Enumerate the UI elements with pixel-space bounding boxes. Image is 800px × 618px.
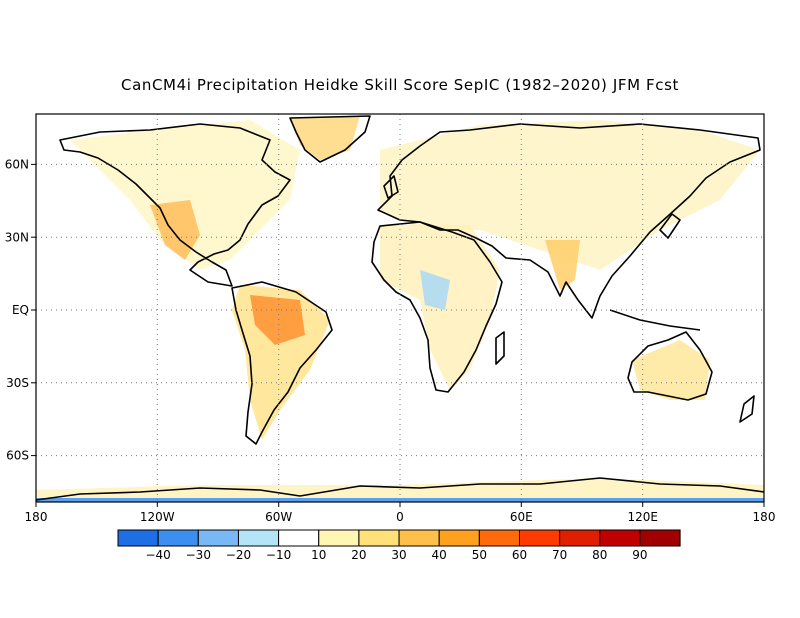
colorbar-swatch <box>398 529 440 547</box>
lat-tick-label: EQ <box>12 303 29 317</box>
lat-tick-label: 30N <box>5 230 29 244</box>
skill-patch-greenland <box>290 116 360 160</box>
skill-patch-amazon <box>250 295 305 345</box>
skill-patch-north-america <box>70 120 300 270</box>
lat-tick-label: 30S <box>6 376 29 390</box>
coastline-antarctica <box>36 477 764 501</box>
colorbar-label: 20 <box>351 548 366 562</box>
map-title: CanCM4i Precipitation Heidke Skill Score… <box>121 76 679 94</box>
coastline-eurasia <box>377 123 761 319</box>
coastline-greenland <box>289 115 371 163</box>
lat-tick-label: 60S <box>6 449 29 463</box>
colorbar-swatch <box>438 529 480 547</box>
coastlines <box>36 115 764 501</box>
colorbar-label: −20 <box>226 548 251 562</box>
colorbar-labels: −40 −30 −20 −10 10 20 30 40 50 60 70 80 90 <box>145 548 647 562</box>
coastline-new-zealand <box>739 395 755 423</box>
colorbar-label: 10 <box>311 548 326 562</box>
colorbar-label: 90 <box>632 548 647 562</box>
colorbar-label: −40 <box>145 548 170 562</box>
lon-tick-labels: 180 120W 60W 0 60E 120E 180 <box>25 510 776 524</box>
lat-tick-labels: 60N 30N EQ 30S 60S <box>5 158 29 463</box>
coastline-madagascar <box>495 331 505 365</box>
colorbar <box>117 529 681 547</box>
colorbar-swatch <box>559 529 601 547</box>
skill-band-bottom <box>36 498 764 502</box>
colorbar-label: 40 <box>432 548 447 562</box>
colorbar-swatch <box>639 529 681 547</box>
colorbar-label: −10 <box>266 548 291 562</box>
colorbar-swatch <box>519 529 561 547</box>
colorbar-label: 50 <box>472 548 487 562</box>
lon-tick-label: 60W <box>265 510 292 524</box>
skill-patch-africa-negative <box>420 270 450 310</box>
colorbar-label: 60 <box>512 548 527 562</box>
coastline-africa <box>371 221 503 393</box>
skill-patch-eurasia <box>380 120 760 270</box>
coastline-australia <box>627 331 713 401</box>
skill-patch-india <box>545 240 580 290</box>
colorbar-swatch <box>278 529 320 547</box>
lat-tick-label: 60N <box>5 158 29 172</box>
colorbar-swatch <box>117 529 159 547</box>
tick-marks <box>31 163 765 507</box>
colorbar-label: 70 <box>552 548 567 562</box>
coastline-japan <box>659 213 681 239</box>
coastline-north-america <box>59 123 291 287</box>
lon-tick-label: 180 <box>25 510 48 524</box>
lon-tick-label: 60E <box>510 510 533 524</box>
colorbar-swatch <box>197 529 239 547</box>
skill-patch-antarctica <box>36 478 764 502</box>
lon-tick-label: 120W <box>140 510 175 524</box>
skill-field <box>36 114 764 502</box>
lon-tick-label: 0 <box>396 510 404 524</box>
colorbar-swatch <box>157 529 199 547</box>
colorbar-swatch <box>237 529 280 547</box>
coastline-british-isles <box>383 175 399 199</box>
skill-patch-australia <box>632 340 710 400</box>
lon-tick-label: 180 <box>753 510 776 524</box>
colorbar-label: 30 <box>391 548 406 562</box>
coastline-indonesia <box>609 309 701 331</box>
colorbar-label: −30 <box>186 548 211 562</box>
colorbar-label: 80 <box>592 548 607 562</box>
lon-tick-label: 120E <box>627 510 658 524</box>
colorbar-swatch <box>478 529 521 547</box>
coastline-south-america <box>231 281 333 445</box>
colorbar-swatch <box>318 529 360 547</box>
colorbar-swatch <box>599 529 641 547</box>
colorbar-swatch <box>358 529 400 547</box>
